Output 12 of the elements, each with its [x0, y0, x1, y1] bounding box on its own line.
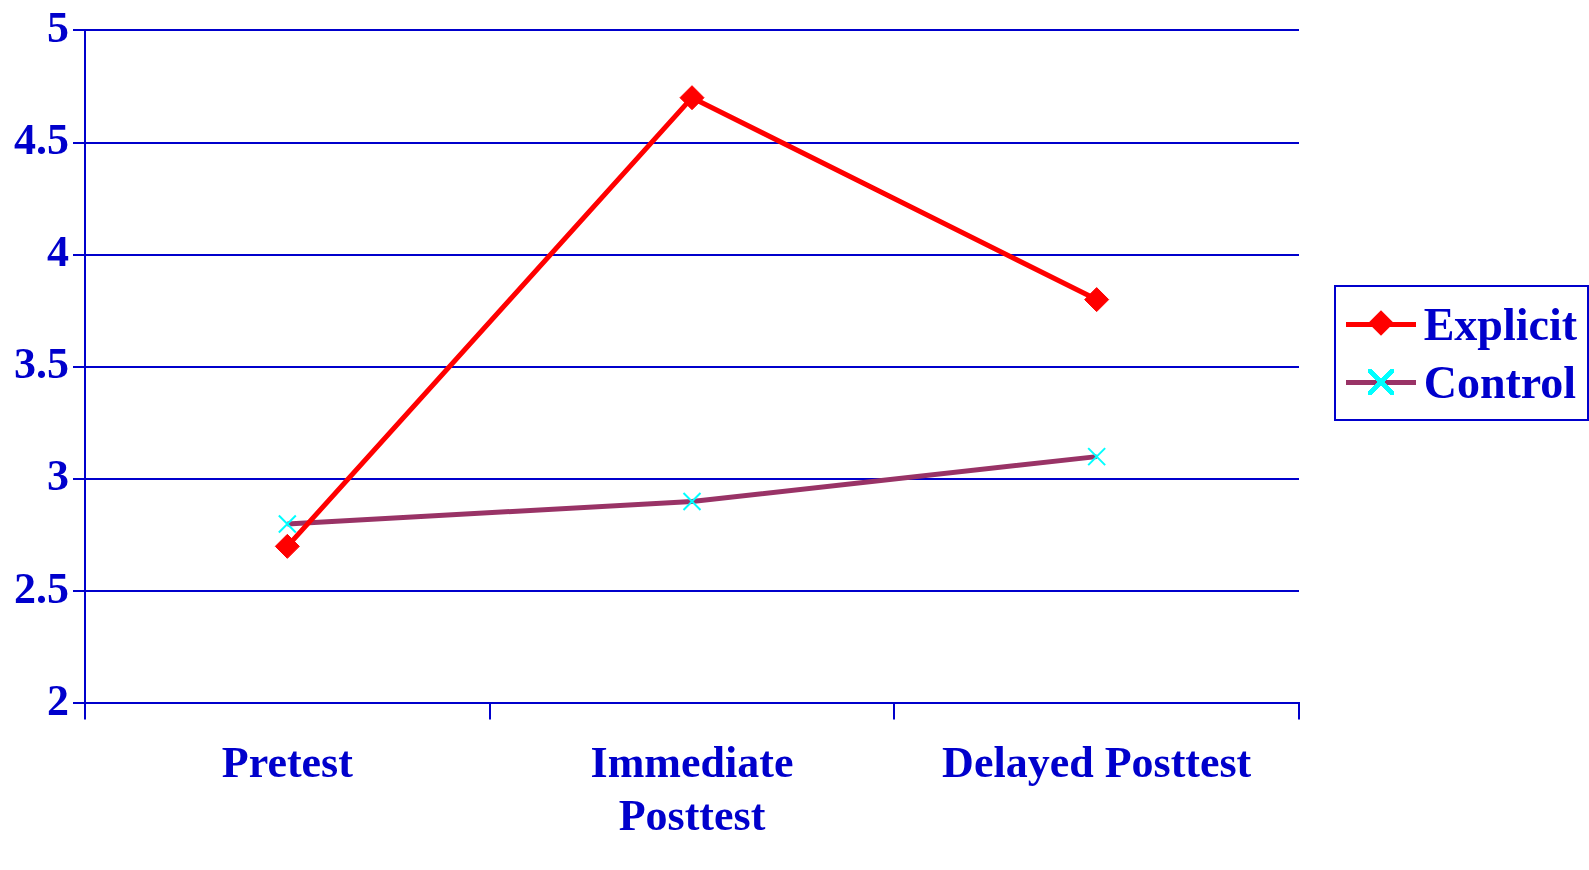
- y-tick-label: 5: [47, 2, 69, 52]
- y-tick-label: 3.5: [14, 339, 69, 389]
- x-tick-label: Pretest: [221, 738, 354, 788]
- y-tick-label: 3: [47, 451, 69, 501]
- y-tick-label: 4.5: [14, 114, 69, 164]
- x-tick-label: Delayed Posttest: [942, 738, 1252, 788]
- y-tick-label: 2: [47, 675, 69, 725]
- y-tick-label: 4: [47, 227, 69, 277]
- legend-label: Explicit: [1423, 297, 1577, 351]
- y-tick-label: 2.5: [14, 563, 69, 613]
- legend-label: Control: [1423, 355, 1577, 409]
- x-tick-label: Immediate Posttest: [590, 738, 794, 840]
